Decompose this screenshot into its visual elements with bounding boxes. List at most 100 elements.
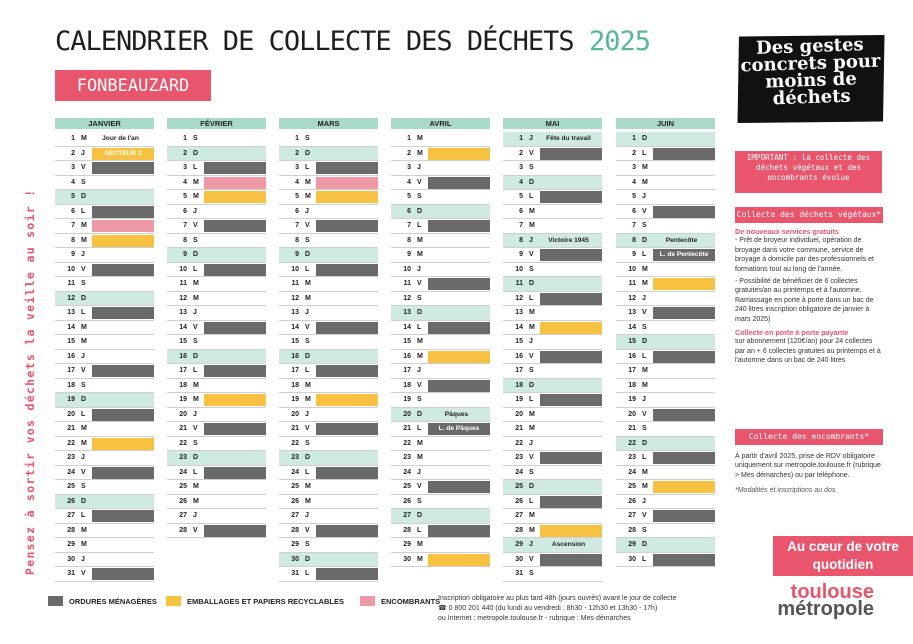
day-number: 19 bbox=[179, 396, 187, 403]
day-number: 2 bbox=[407, 149, 411, 157]
day-letter: D bbox=[193, 149, 199, 157]
day-row: 22 M bbox=[55, 437, 154, 451]
day-letter: D bbox=[642, 135, 648, 142]
emballages-marker bbox=[653, 481, 715, 493]
day-letter: M bbox=[642, 178, 648, 186]
day-letter: M bbox=[642, 367, 648, 374]
day-row: 19 J bbox=[616, 393, 715, 408]
day-number: 13 bbox=[67, 309, 75, 316]
day-number: 11 bbox=[67, 280, 75, 287]
ordures-marker bbox=[540, 495, 602, 508]
day-number: 7 bbox=[295, 222, 299, 229]
emballages-marker bbox=[540, 524, 602, 537]
day-row: 28 V bbox=[167, 524, 266, 538]
day-row: 8 J Victoire 1945 bbox=[503, 233, 602, 248]
ordures-marker bbox=[92, 365, 154, 377]
day-number: 6 bbox=[519, 207, 523, 215]
day-letter: D bbox=[305, 555, 311, 563]
day-letter: M bbox=[193, 178, 199, 186]
month-header: FÉVRIER bbox=[167, 118, 266, 129]
day-number: 12 bbox=[291, 294, 299, 302]
day-number: 20 bbox=[515, 410, 523, 418]
day-row: 14 M bbox=[55, 321, 154, 335]
ordures-marker bbox=[540, 292, 602, 305]
emballages-marker bbox=[92, 234, 154, 247]
day-number: 20 bbox=[628, 410, 636, 418]
ordures-marker bbox=[653, 350, 715, 363]
day-number: 28 bbox=[179, 526, 187, 534]
day-letter: M bbox=[529, 512, 535, 519]
ordures-marker bbox=[316, 321, 378, 334]
day-number: 19 bbox=[628, 396, 636, 403]
contact-line-1: Inscription obligatoire au plus tard 48h… bbox=[438, 595, 677, 602]
day-number: 28 bbox=[515, 526, 523, 534]
legend-encombrants: ENCOMBRANTS bbox=[360, 596, 440, 606]
day-letter: M bbox=[81, 222, 87, 229]
legend-swatch-yellow bbox=[166, 596, 181, 606]
day-letter: L bbox=[193, 468, 198, 476]
day-number: 23 bbox=[515, 454, 523, 461]
day-letter: S bbox=[642, 425, 647, 432]
day-label: L. de Pâques bbox=[438, 425, 480, 432]
day-letter: V bbox=[529, 251, 534, 258]
day-number: 27 bbox=[403, 512, 411, 519]
ordures-marker bbox=[316, 365, 378, 377]
day-letter: J bbox=[193, 207, 197, 215]
day-row: 24 L bbox=[279, 466, 378, 480]
day-number: 24 bbox=[515, 468, 523, 476]
vegetaux-info: De nouveaux services gratuits - Prêt de … bbox=[735, 227, 883, 366]
day-number: 22 bbox=[628, 439, 636, 447]
day-row: 19 S bbox=[391, 393, 490, 408]
day-row: 2 J SECTEUR 2 bbox=[55, 147, 154, 161]
day-letter: L bbox=[81, 512, 86, 519]
day-row: 30 L bbox=[616, 553, 715, 567]
title-text: CALENDRIER DE COLLECTE DES DÉCHETS bbox=[55, 26, 575, 57]
vegetaux-section-title: Collecte des déchets végétaux* bbox=[735, 207, 883, 223]
day-row: 27 D bbox=[391, 509, 490, 524]
day-number: 29 bbox=[628, 541, 636, 548]
day-letter: M bbox=[305, 483, 311, 490]
ordures-marker bbox=[204, 263, 266, 276]
day-number: 14 bbox=[628, 323, 636, 331]
day-row: 20 J bbox=[167, 408, 266, 422]
day-letter: M bbox=[417, 454, 423, 461]
emballages-marker bbox=[204, 191, 266, 203]
day-row: 29 D bbox=[616, 538, 715, 553]
day-row: 20 J bbox=[279, 408, 378, 422]
emballages-marker: SECTEUR 2 bbox=[92, 147, 154, 160]
day-number: 1 bbox=[183, 135, 187, 142]
day-letter: M bbox=[193, 381, 199, 389]
day-number: 13 bbox=[403, 309, 411, 316]
day-letter: S bbox=[529, 265, 534, 273]
day-letter: M bbox=[417, 352, 423, 360]
day-letter: D bbox=[417, 512, 423, 519]
day-letter: J bbox=[529, 236, 533, 244]
day-number: 6 bbox=[295, 207, 299, 215]
day-letter: S bbox=[529, 570, 534, 577]
day-letter: L bbox=[642, 352, 647, 360]
day-number: 5 bbox=[632, 193, 636, 200]
day-letter: J bbox=[529, 541, 533, 548]
day-number: 17 bbox=[628, 367, 636, 374]
day-number: 19 bbox=[67, 396, 75, 403]
day-row: 28 V bbox=[279, 524, 378, 538]
day-number: 23 bbox=[179, 454, 187, 461]
day-letter: M bbox=[305, 497, 311, 505]
slogan-quotidien: Au cœur de votre quotidien bbox=[773, 536, 913, 576]
day-row: 26 D bbox=[55, 494, 154, 509]
ordures-marker bbox=[540, 147, 602, 160]
ordures-marker bbox=[653, 307, 715, 319]
ordures-marker bbox=[204, 321, 266, 334]
ordures-marker bbox=[204, 524, 266, 537]
day-row: 30 M bbox=[391, 553, 490, 567]
day-letter: D bbox=[193, 251, 199, 258]
